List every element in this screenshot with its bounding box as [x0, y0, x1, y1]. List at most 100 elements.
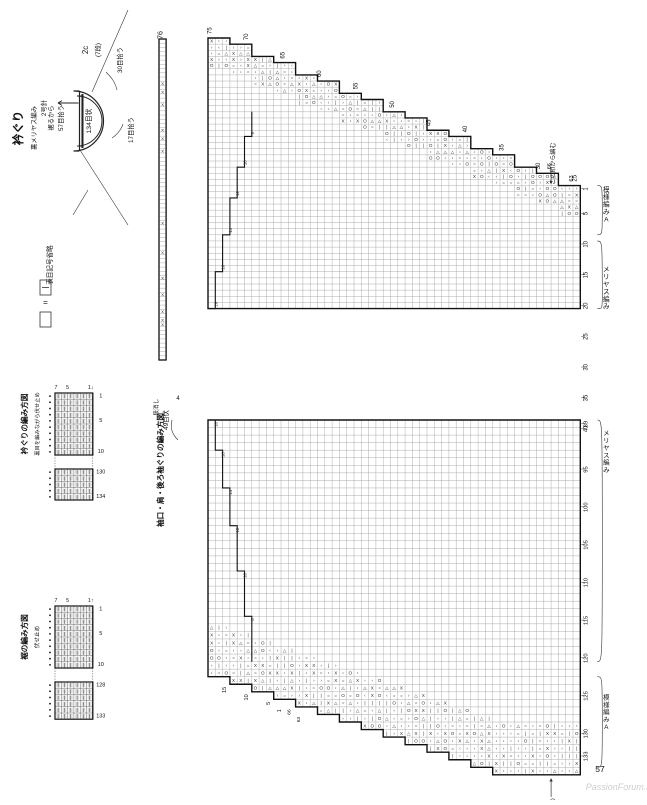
svg-text:|: |	[306, 678, 307, 683]
svg-text:X: X	[247, 57, 250, 62]
svg-text:5: 5	[266, 702, 272, 705]
svg-text:|: |	[394, 137, 395, 142]
svg-text:O: O	[436, 723, 440, 728]
svg-text:X: X	[276, 670, 279, 675]
svg-text:メ: メ	[603, 267, 610, 274]
svg-text:|: |	[415, 143, 416, 148]
svg-text:編: 編	[603, 458, 610, 467]
svg-text:△: △	[290, 82, 294, 87]
svg-text:|: |	[83, 695, 84, 700]
svg-text:|: |	[58, 613, 59, 618]
svg-text:|: |	[58, 650, 59, 655]
svg-text:|: |	[262, 686, 263, 691]
svg-text:X: X	[334, 670, 337, 675]
svg-text:|: |	[83, 431, 84, 436]
svg-text:=: =	[400, 716, 403, 721]
svg-text:X: X	[444, 731, 447, 736]
svg-text:|: |	[379, 701, 380, 706]
svg-text:X: X	[161, 149, 164, 154]
svg-text:|: |	[342, 708, 343, 713]
svg-text:裾るから: 裾るから	[46, 105, 55, 130]
svg-text:|: |	[89, 394, 90, 399]
svg-text:|: |	[58, 708, 59, 713]
svg-text:X: X	[356, 119, 359, 124]
svg-text:|: |	[540, 731, 541, 736]
svg-text:リ: リ	[603, 438, 609, 445]
svg-text:△: △	[334, 701, 338, 706]
svg-text:|: |	[299, 100, 300, 105]
svg-text:|: |	[379, 125, 380, 130]
svg-text:|: |	[83, 613, 84, 618]
svg-text:|: |	[89, 638, 90, 643]
svg-text:|: |	[76, 708, 77, 713]
svg-text:O: O	[546, 754, 550, 759]
svg-text:=: =	[459, 731, 462, 736]
svg-text:|: |	[83, 419, 84, 424]
svg-text:|: |	[291, 648, 292, 653]
svg-text:|: |	[76, 412, 77, 417]
svg-text:|: |	[76, 619, 77, 624]
svg-text:X: X	[210, 633, 213, 638]
svg-text:X: X	[254, 663, 257, 668]
svg-text:|: |	[76, 450, 77, 455]
svg-text:△: △	[385, 716, 389, 721]
svg-text:=: =	[532, 761, 535, 766]
svg-text:X: X	[161, 128, 164, 133]
svg-text:O: O	[546, 199, 550, 204]
svg-text:|: |	[76, 644, 77, 649]
svg-text:△: △	[436, 701, 440, 706]
svg-text:|: |	[218, 63, 219, 68]
svg-text:|: |	[240, 663, 241, 668]
svg-text:=: =	[247, 45, 250, 50]
svg-text:=: =	[254, 655, 257, 660]
svg-text:△: △	[487, 168, 491, 173]
svg-text:=: =	[291, 76, 294, 81]
svg-text:|: |	[76, 431, 77, 436]
svg-text:|: |	[269, 655, 270, 660]
svg-text:O: O	[217, 655, 221, 660]
svg-text:=: =	[510, 155, 513, 160]
svg-text:=: =	[364, 100, 367, 105]
svg-text:|: |	[532, 168, 533, 173]
svg-text:|: |	[58, 689, 59, 694]
svg-text:5: 5	[66, 598, 69, 604]
svg-text:|: |	[277, 663, 278, 668]
svg-text:様: 様	[603, 700, 610, 709]
svg-text:O: O	[531, 174, 535, 179]
svg-text:|: |	[269, 640, 270, 645]
svg-text:O: O	[546, 186, 550, 191]
svg-text:|: |	[423, 723, 424, 728]
svg-text:|: |	[64, 412, 65, 417]
svg-text:=: =	[459, 155, 462, 160]
svg-text:=: =	[349, 94, 352, 99]
svg-text:O: O	[538, 174, 542, 179]
svg-text:X: X	[312, 663, 315, 668]
svg-text:O: O	[568, 211, 572, 216]
svg-text:△: △	[443, 149, 447, 154]
svg-text:X: X	[232, 633, 235, 638]
svg-text:|: |	[76, 656, 77, 661]
svg-text:△: △	[363, 106, 367, 111]
svg-text:|: |	[58, 476, 59, 481]
svg-text:|: |	[89, 708, 90, 713]
svg-text:O: O	[538, 192, 542, 197]
svg-text:△: △	[239, 51, 243, 56]
svg-text:=: =	[356, 112, 359, 117]
svg-text:X: X	[290, 686, 293, 691]
svg-text:|: |	[64, 437, 65, 442]
svg-text:O: O	[414, 716, 418, 721]
svg-text:X: X	[495, 769, 498, 774]
svg-text:=: =	[553, 761, 556, 766]
svg-text:|: |	[58, 488, 59, 493]
svg-text:X: X	[356, 678, 359, 683]
svg-text:O: O	[356, 693, 360, 698]
svg-text:|: |	[64, 656, 65, 661]
svg-text:|: |	[76, 495, 77, 500]
svg-text:120: 120	[583, 653, 589, 663]
svg-text:=: =	[568, 199, 571, 204]
svg-text:|: |	[350, 686, 351, 691]
svg-text:|: |	[70, 437, 71, 442]
svg-text:O: O	[546, 174, 550, 179]
svg-text:X: X	[415, 125, 418, 130]
svg-text:|: |	[386, 701, 387, 706]
